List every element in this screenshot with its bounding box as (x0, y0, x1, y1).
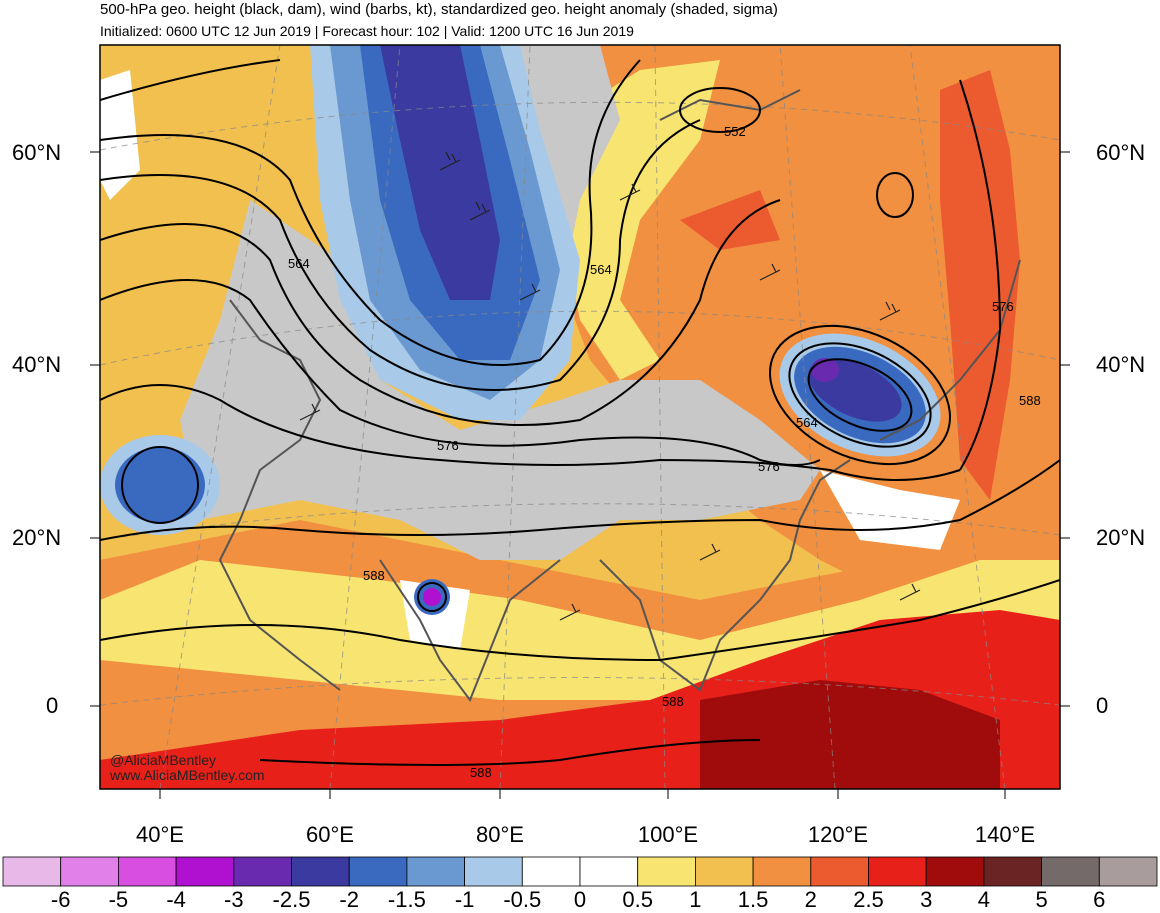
contour-label: 552 (724, 124, 746, 139)
graticule (100, 45, 1060, 789)
lon-label-140e: 140°E (974, 822, 1036, 847)
lat-label-20n-left: 20°N (12, 525, 62, 550)
lat-label-0-right: 0 (1096, 693, 1109, 718)
anomaly-red-east (940, 70, 1020, 500)
contour-label: 564 (590, 262, 612, 277)
colorbar-swatch (175, 856, 235, 887)
lat-label-0-left: 0 (46, 693, 59, 718)
colorbar-tick-label: -6 (50, 887, 71, 912)
anomaly-deep-trough (380, 45, 500, 300)
colorbar-tick-label: 2 (804, 887, 817, 912)
map-frame (99, 44, 1061, 790)
colorbar-swatch (291, 856, 350, 887)
contour-label-group: 552 564 564 576 576 576 588 588 588 588 … (288, 124, 1041, 780)
colorbar-tick-label: 1.5 (737, 887, 769, 912)
colorbar-tick-label: 0.5 (622, 887, 653, 912)
colorbar-swatch (60, 856, 119, 887)
colorbar-tick-label: -0.5 (503, 887, 542, 912)
colorbar-swatch (810, 856, 869, 887)
colorbar-tick-label: 3 (920, 887, 933, 912)
lat-label-20n-right: 20°N (1096, 525, 1146, 550)
lat-label-60n-right: 60°N (1096, 140, 1146, 165)
colorbar-tick-label: -2.5 (272, 887, 311, 912)
wind-barbs (299, 151, 921, 621)
colorbar-swatch (233, 856, 292, 887)
anomaly-darkred (700, 680, 1000, 789)
map-subtitle: Initialized: 0600 UTC 12 Jun 2019 | Fore… (100, 23, 634, 39)
colorbar-swatch (348, 856, 408, 887)
lat-label-40n-right: 40°N (1096, 352, 1146, 377)
credit-site: www.AliciaMBentley.com (110, 767, 265, 783)
contour-label: 576 (758, 459, 780, 474)
colorbar-swatch (406, 856, 465, 887)
colorbar-swatch (118, 856, 177, 887)
colorbar-swatch (579, 856, 639, 887)
anomaly-low-arabian-core (423, 588, 441, 606)
colorbar-swatch (637, 856, 696, 887)
contour-label: 588 (470, 765, 492, 780)
anomaly-low-west (115, 447, 205, 523)
colorbar-tick-label: -4 (166, 887, 186, 912)
map-panel: 552 564 564 576 576 576 588 588 588 588 … (100, 45, 1060, 789)
colorbar-tick-label: 6 (1093, 887, 1106, 912)
contour-label: 588 (1019, 393, 1041, 408)
colorbar-tick-label: 4 (977, 887, 991, 912)
lon-label-40e: 40°E (136, 822, 184, 847)
lat-label-60n-left: 60°N (12, 140, 62, 165)
colorbar-tick-label: 5 (1035, 887, 1048, 912)
colorbar-tick-label: 1 (689, 887, 702, 912)
colorbar-swatch (2, 856, 62, 887)
lon-label-80e: 80°E (476, 822, 524, 847)
contour-label: 564 (796, 415, 818, 430)
colorbar (2, 856, 1158, 887)
contour-label: 588 (662, 694, 684, 709)
height-contours (100, 59, 1060, 766)
map-title: 500-hPa geo. height (black, dam), wind (… (100, 1, 778, 18)
colorbar-swatch (1041, 856, 1100, 887)
colorbar-tick-label: -1 (454, 887, 475, 912)
contour-label: 576 (992, 299, 1014, 314)
colorbar-swatch (1098, 856, 1158, 887)
contour-label: 576 (437, 438, 459, 453)
anomaly-red-mongolia (680, 190, 780, 250)
credit-handle: @AliciaMBentley (110, 752, 217, 768)
colorbar-swatch (464, 856, 523, 887)
colorbar-tick-label: -2 (339, 887, 359, 912)
colorbar-swatch (521, 856, 581, 887)
colorbar-swatch (983, 856, 1043, 887)
axis-ticks (90, 151, 1070, 799)
colorbar-swatch (752, 856, 812, 887)
colorbar-tick-label: 0 (573, 887, 587, 912)
contour-label: 588 (363, 568, 385, 583)
colorbar-tick-label: -3 (224, 887, 244, 912)
contour-label: 564 (288, 256, 310, 271)
colorbar-swatch (925, 856, 985, 887)
colorbar-tick-label: 2.5 (853, 887, 884, 912)
coastlines (218, 89, 1021, 703)
lon-label-60e: 60°E (306, 822, 354, 847)
colorbar-tick-label: -1.5 (387, 887, 426, 912)
lat-label-40n-left: 40°N (12, 352, 62, 377)
colorbar-tick-label: -5 (108, 887, 129, 912)
anomaly-zero-nw (100, 70, 140, 200)
lon-label-120e: 120°E (807, 822, 869, 847)
colorbar-swatch (868, 856, 927, 887)
colorbar-swatch (695, 856, 754, 887)
lon-label-100e: 100°E (637, 822, 699, 847)
